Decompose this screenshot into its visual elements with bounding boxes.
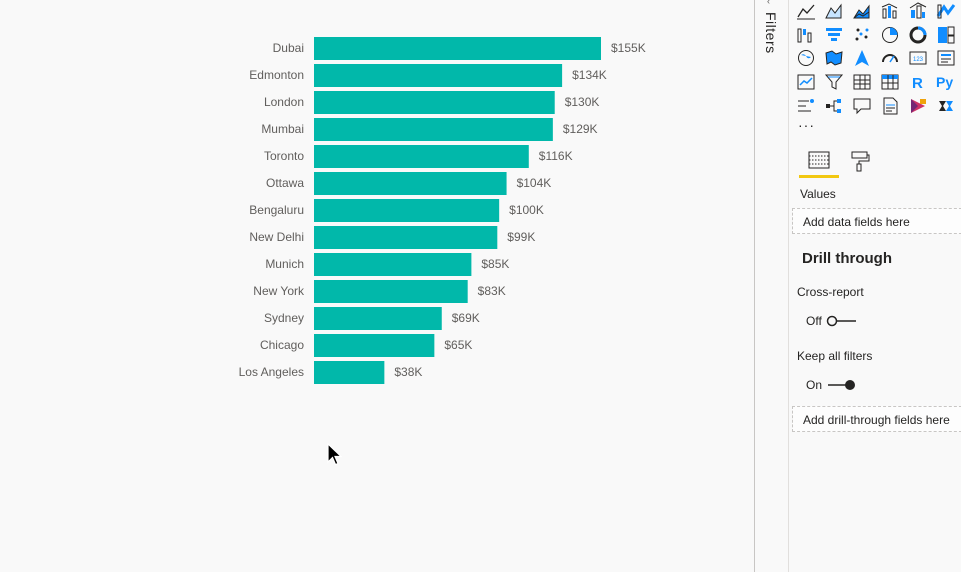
data-label: $99K bbox=[507, 230, 535, 244]
table-icon[interactable] bbox=[852, 72, 872, 92]
gauge-icon[interactable] bbox=[880, 48, 900, 68]
python-visual-icon[interactable]: Py bbox=[936, 72, 956, 92]
cross-report-state: Off bbox=[806, 314, 822, 328]
more-visuals-button[interactable]: ··· bbox=[798, 117, 815, 133]
data-label: $104K bbox=[517, 176, 552, 190]
bar-munich[interactable] bbox=[314, 253, 472, 276]
area-chart-icon[interactable] bbox=[824, 1, 844, 21]
azure-map-icon[interactable] bbox=[852, 48, 872, 68]
pie-chart-icon[interactable] bbox=[880, 25, 900, 45]
r-visual-icon[interactable]: R bbox=[908, 72, 928, 92]
visualizations-pane: 123 R Py ··· Values Add data fields here D… bbox=[789, 0, 961, 572]
waterfall-chart-icon[interactable] bbox=[796, 25, 816, 45]
power-automate-icon[interactable] bbox=[936, 96, 956, 116]
filled-map-icon[interactable] bbox=[824, 48, 844, 68]
fields-tab[interactable] bbox=[807, 150, 831, 172]
key-influencers-icon[interactable] bbox=[796, 96, 816, 116]
decomposition-tree-icon[interactable] bbox=[824, 96, 844, 116]
values-field-well[interactable]: Add data fields here bbox=[792, 208, 961, 234]
category-label: London bbox=[264, 95, 304, 109]
line-chart-icon[interactable] bbox=[796, 1, 816, 21]
svg-text:123: 123 bbox=[913, 57, 924, 63]
fields-icon bbox=[808, 151, 830, 169]
format-paint-roller-icon bbox=[851, 151, 870, 172]
bar-dubai[interactable] bbox=[314, 37, 601, 60]
bar-ottawa[interactable] bbox=[314, 172, 507, 195]
matrix-icon[interactable] bbox=[880, 72, 900, 92]
drill-through-heading: Drill through bbox=[802, 250, 892, 267]
line-clustered-column-icon[interactable] bbox=[880, 1, 900, 21]
keep-all-filters-state: On bbox=[806, 378, 823, 392]
slicer-icon[interactable] bbox=[824, 72, 844, 92]
category-label: Bengaluru bbox=[249, 203, 304, 217]
data-label: $129K bbox=[563, 122, 598, 136]
bar-edmonton[interactable] bbox=[314, 64, 563, 87]
category-label: Edmonton bbox=[249, 68, 304, 82]
keep-all-filters-label: Keep all filters bbox=[797, 349, 873, 363]
bar-chart[interactable]: Dubai $155K Edmonton $134K London $130K Mumbai… bbox=[0, 0, 754, 572]
bar-toronto[interactable] bbox=[314, 145, 529, 168]
category-label: Mumbai bbox=[261, 122, 304, 136]
bar-los-angeles[interactable] bbox=[314, 361, 385, 384]
bar-mumbai[interactable] bbox=[314, 118, 553, 141]
data-label: $85K bbox=[481, 257, 509, 271]
category-label: Ottawa bbox=[266, 176, 304, 190]
funnel-chart-icon[interactable] bbox=[824, 25, 844, 45]
data-label: $155K bbox=[611, 41, 646, 55]
bar-london[interactable] bbox=[314, 91, 555, 114]
power-apps-icon[interactable] bbox=[908, 96, 928, 116]
category-label: New York bbox=[253, 284, 305, 298]
svg-text:R: R bbox=[912, 75, 923, 92]
category-label: Dubai bbox=[273, 41, 304, 55]
data-label: $134K bbox=[572, 68, 607, 82]
map-icon[interactable] bbox=[796, 48, 816, 68]
mouse-cursor-icon bbox=[327, 443, 343, 466]
category-label: New Delhi bbox=[249, 230, 304, 244]
ribbon-chart-icon[interactable] bbox=[936, 1, 956, 21]
data-label: $65K bbox=[444, 338, 472, 352]
category-label: Sydney bbox=[264, 311, 304, 325]
cross-report-label: Cross-report bbox=[797, 285, 864, 299]
category-label: Los Angeles bbox=[239, 365, 304, 379]
cross-report-toggle[interactable] bbox=[826, 315, 858, 327]
svg-text:Py: Py bbox=[936, 74, 953, 90]
category-label: Munich bbox=[265, 257, 304, 271]
stacked-area-chart-icon[interactable] bbox=[852, 1, 872, 21]
donut-chart-icon[interactable] bbox=[908, 25, 928, 45]
values-label: Values bbox=[800, 187, 836, 201]
bar-new-york[interactable] bbox=[314, 280, 468, 303]
active-tab-indicator bbox=[799, 175, 839, 178]
keep-all-filters-toggle[interactable] bbox=[826, 379, 858, 391]
line-stacked-column-icon[interactable] bbox=[908, 1, 928, 21]
data-label: $116K bbox=[539, 149, 573, 163]
collapse-filters-icon[interactable]: ‹ bbox=[767, 0, 770, 6]
category-label: Toronto bbox=[264, 149, 304, 163]
bar-new-delhi[interactable] bbox=[314, 226, 498, 249]
bar-bengaluru[interactable] bbox=[314, 199, 500, 222]
qa-icon[interactable] bbox=[852, 96, 872, 116]
filters-pane[interactable]: ‹ Filters bbox=[754, 0, 789, 572]
filters-pane-label[interactable]: Filters bbox=[763, 12, 779, 54]
report-canvas[interactable]: Dubai $155K Edmonton $134K London $130K Mumbai… bbox=[0, 0, 754, 572]
data-label: $69K bbox=[452, 311, 480, 325]
drill-through-field-well[interactable]: Add drill-through fields here bbox=[792, 406, 961, 432]
data-label: $100K bbox=[509, 203, 544, 217]
format-tab[interactable] bbox=[849, 150, 871, 172]
bar-sydney[interactable] bbox=[314, 307, 442, 330]
data-label: $38K bbox=[394, 365, 422, 379]
data-label: $83K bbox=[478, 284, 506, 298]
category-label: Chicago bbox=[260, 338, 304, 352]
bar-chicago[interactable] bbox=[314, 334, 435, 357]
card-icon[interactable]: 123 bbox=[908, 48, 928, 68]
treemap-icon[interactable] bbox=[936, 25, 956, 45]
kpi-icon[interactable] bbox=[796, 72, 816, 92]
paginated-report-icon[interactable] bbox=[880, 96, 900, 116]
data-label: $130K bbox=[565, 95, 600, 109]
scatter-chart-icon[interactable] bbox=[852, 25, 872, 45]
multi-row-card-icon[interactable] bbox=[936, 48, 956, 68]
